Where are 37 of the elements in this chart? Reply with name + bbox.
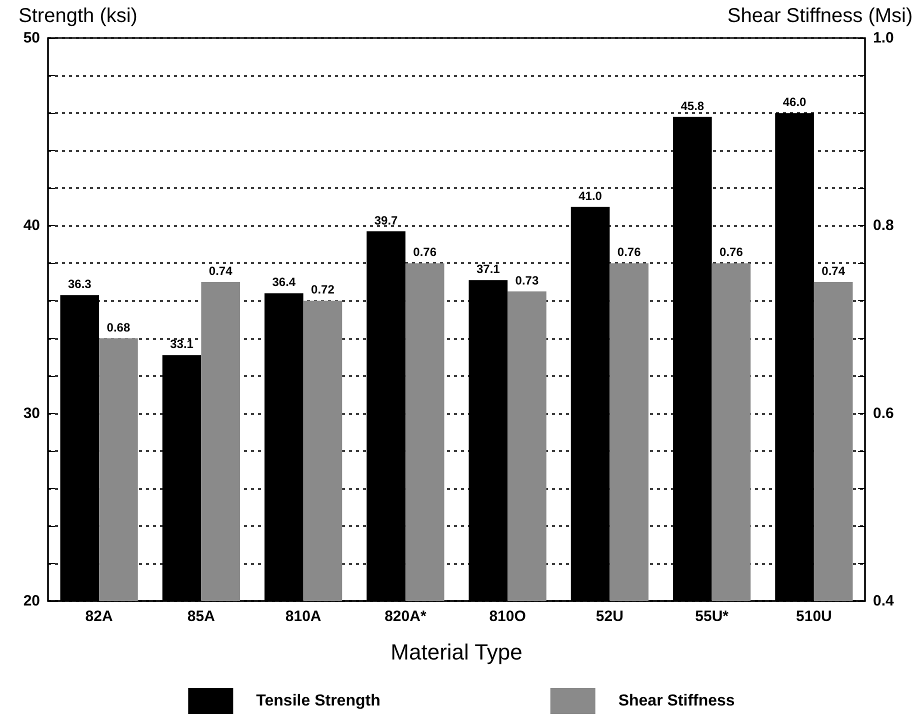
data-label: 36.4: [272, 275, 296, 290]
x-tick-label: 510U: [796, 608, 832, 625]
y2-tick-label: 1.0: [873, 30, 894, 46]
data-label: 46.0: [782, 95, 807, 110]
data-label: 0.68: [106, 320, 130, 334]
y-tick-label: 40: [23, 217, 40, 234]
data-label: 0.76: [720, 245, 744, 260]
y-tick-label: 50: [23, 30, 40, 46]
x-tick-label: 820A*: [384, 608, 426, 625]
data-label: 0.76: [617, 245, 642, 260]
data-label: 0.73: [515, 273, 539, 288]
legend-label: Shear Stiffness: [618, 692, 735, 710]
y2-axis-title: Shear Stiffness (Msi): [727, 5, 913, 27]
x-tick-label: 82A: [85, 608, 113, 625]
data-label: 39.7: [374, 213, 398, 228]
y-tick-label: 20: [23, 592, 40, 610]
data-label: 36.3: [68, 277, 92, 292]
data-label: 0.74: [822, 264, 846, 278]
y-axis-title: Strength (ksi): [18, 5, 138, 27]
data-label: 0.74: [208, 264, 233, 278]
data-label: 45.8: [680, 98, 704, 113]
x-tick-label: 55U*: [695, 608, 729, 625]
y2-tick-label: 0.8: [873, 217, 894, 234]
legend-label: Tensile Strength: [256, 692, 380, 710]
x-axis-title: Material Type: [390, 640, 522, 664]
data-label: 41.0: [578, 188, 602, 203]
x-tick-label: 85A: [187, 608, 216, 625]
x-tick-label: 810O: [489, 608, 526, 625]
data-label: 33.1: [170, 337, 194, 352]
y-tick-label: 30: [23, 404, 40, 422]
x-tick-label: 52U: [596, 608, 624, 625]
y2-tick-label: 0.4: [873, 592, 895, 610]
data-label: 37.1: [476, 262, 500, 276]
x-tick-label: 810A: [285, 608, 322, 625]
data-label: 0.72: [311, 282, 335, 297]
data-label: 0.76: [413, 245, 437, 260]
y2-tick-label: 0.6: [873, 404, 894, 422]
